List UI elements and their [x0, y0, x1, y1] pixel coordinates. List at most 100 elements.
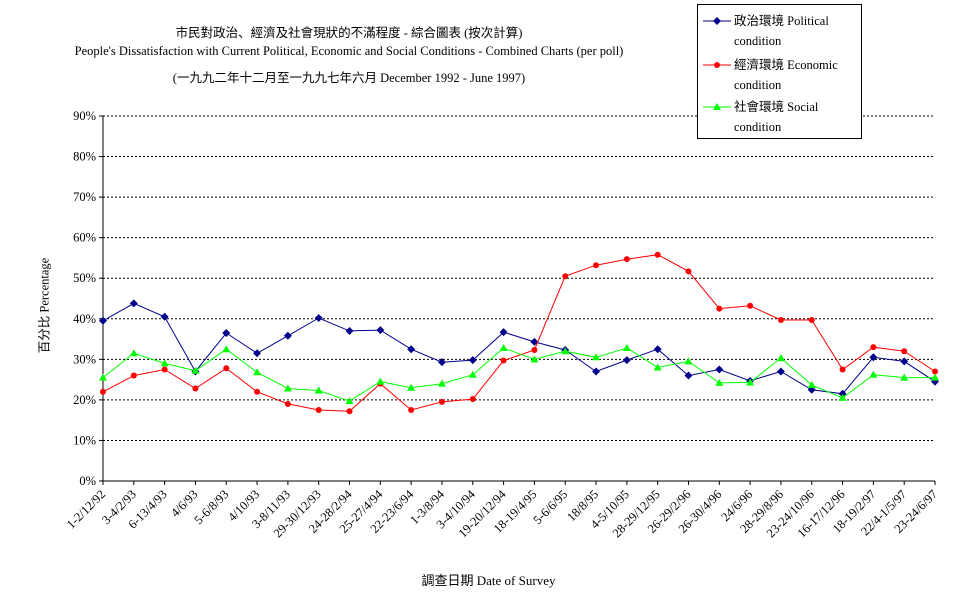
data-point-social — [314, 386, 323, 394]
data-point-economic — [747, 302, 754, 309]
x-tick-label: 5-6/6/95 — [530, 487, 570, 527]
data-point-economic — [901, 348, 908, 355]
legend-label-economic: 經濟環境 Economic condition — [734, 58, 838, 92]
series-line-0 — [102, 302, 936, 395]
data-point-political — [900, 357, 909, 366]
data-point-political — [530, 337, 539, 346]
data-point-political — [776, 367, 785, 376]
data-point-political — [653, 345, 662, 354]
y-tick-label: 0% — [79, 474, 96, 488]
data-point-social — [99, 373, 107, 381]
data-point-political — [592, 367, 601, 376]
data-point-economic — [654, 251, 661, 258]
chart-title-chinese: 市民對政治、經濟及社會現狀的不滿程度 - 綜合圖表 (按次計算) — [175, 26, 523, 40]
data-point-economic — [161, 366, 168, 373]
data-point-political — [869, 353, 878, 362]
data-point-economic — [254, 388, 261, 395]
x-axis-title: 調查日期 Date of Survey — [421, 573, 556, 588]
data-point-social — [407, 383, 416, 391]
data-point-economic — [100, 388, 106, 395]
data-point-social — [530, 355, 539, 363]
data-point-social — [715, 378, 724, 386]
y-tick-label: 90% — [73, 109, 96, 123]
data-point-political — [715, 365, 724, 374]
data-point-political — [622, 356, 631, 365]
x-tick-label: 1-2/12/92 — [64, 487, 108, 531]
data-point-social — [253, 368, 262, 376]
y-tick-label: 80% — [73, 150, 96, 164]
legend-symbol-political — [703, 17, 731, 25]
data-point-social — [499, 343, 508, 351]
data-point-political — [376, 326, 385, 335]
data-point-economic — [685, 268, 692, 275]
y-tick-label: 20% — [73, 393, 96, 407]
data-point-economic — [315, 407, 322, 414]
data-point-economic — [284, 400, 291, 407]
y-tick-label: 70% — [73, 190, 96, 204]
data-point-economic — [932, 368, 938, 375]
data-point-economic — [192, 385, 199, 392]
data-point-political — [468, 356, 477, 365]
y-tick-label: 50% — [73, 271, 96, 285]
data-point-social — [222, 345, 231, 353]
series-line-1 — [102, 254, 936, 412]
y-tick-label: 10% — [73, 433, 96, 447]
data-point-economic — [531, 347, 538, 354]
data-point-economic — [623, 256, 630, 263]
data-point-economic — [716, 305, 723, 312]
data-point-social — [592, 353, 601, 361]
data-point-economic — [562, 273, 569, 280]
data-point-economic — [839, 366, 846, 373]
x-tick-label: 5-6/8/93 — [192, 487, 232, 527]
data-point-social — [561, 347, 570, 355]
y-axis-title: 百分比 Percentage — [37, 257, 52, 354]
data-point-political — [129, 299, 138, 308]
series-line-2 — [102, 347, 935, 402]
data-point-political — [499, 328, 508, 337]
data-point-social — [160, 359, 169, 367]
data-point-social — [807, 380, 816, 388]
data-point-political — [684, 371, 693, 380]
data-point-social — [283, 384, 292, 392]
chart-title-english: People's Dissatisfaction with Current Po… — [74, 44, 624, 58]
data-point-social — [129, 349, 138, 357]
y-tick-label: 40% — [73, 312, 96, 326]
data-point-social — [838, 393, 847, 401]
data-point-social — [931, 373, 939, 381]
data-point-social — [684, 357, 693, 365]
data-point-political — [99, 316, 107, 325]
data-point-social — [900, 373, 909, 381]
data-point-economic — [870, 344, 877, 351]
data-point-social — [653, 363, 662, 371]
data-point-economic — [777, 316, 784, 323]
data-point-social — [746, 378, 755, 386]
data-point-social — [191, 366, 200, 374]
legend-label-social: 社會環境 Social condition — [734, 100, 819, 134]
data-point-social — [437, 379, 446, 387]
data-point-economic — [346, 408, 353, 415]
data-point-political — [407, 345, 416, 354]
data-point-economic — [469, 396, 476, 403]
data-point-political — [345, 326, 354, 335]
data-point-political — [253, 349, 262, 358]
data-point-social — [345, 397, 354, 405]
data-point-economic — [808, 316, 815, 323]
data-point-economic — [593, 262, 600, 269]
data-point-economic — [130, 372, 137, 379]
data-point-economic — [408, 407, 415, 414]
legend: 政治環境 Political condition 經濟環境 Economic c… — [697, 4, 862, 139]
legend-symbol-economic — [703, 62, 731, 68]
legend-label-political: 政治環境 Political condition — [734, 14, 829, 48]
data-point-social — [376, 377, 385, 385]
data-point-social — [869, 370, 878, 378]
data-point-political — [283, 331, 292, 340]
data-point-political — [437, 358, 446, 367]
data-point-social — [468, 370, 477, 378]
data-point-political — [314, 313, 323, 322]
data-point-economic — [223, 365, 230, 372]
data-point-social — [776, 354, 785, 362]
legend-symbol-social — [703, 103, 731, 110]
y-tick-label: 60% — [73, 231, 96, 245]
y-tick-label: 30% — [73, 352, 96, 366]
